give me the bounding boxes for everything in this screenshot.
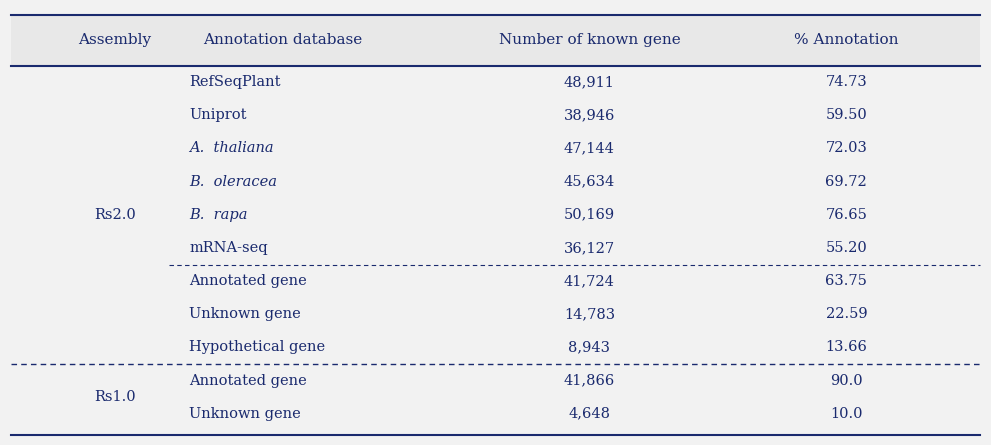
Text: 13.66: 13.66 bbox=[826, 340, 867, 354]
Text: 72.03: 72.03 bbox=[826, 142, 867, 155]
Text: 55.20: 55.20 bbox=[826, 241, 867, 255]
Text: 90.0: 90.0 bbox=[830, 374, 862, 388]
Text: Uniprot: Uniprot bbox=[189, 108, 247, 122]
Text: 41,866: 41,866 bbox=[564, 374, 615, 388]
Text: Annotated gene: Annotated gene bbox=[189, 274, 307, 288]
Text: 69.72: 69.72 bbox=[826, 174, 867, 189]
Text: 22.59: 22.59 bbox=[826, 307, 867, 321]
Text: RefSeqPlant: RefSeqPlant bbox=[189, 75, 280, 89]
Text: Unknown gene: Unknown gene bbox=[189, 407, 301, 421]
Text: 14,783: 14,783 bbox=[564, 307, 615, 321]
Text: Unknown gene: Unknown gene bbox=[189, 307, 301, 321]
Text: Number of known gene: Number of known gene bbox=[498, 33, 680, 47]
Text: 45,634: 45,634 bbox=[564, 174, 615, 189]
Text: Assembly: Assembly bbox=[78, 33, 152, 47]
Text: 4,648: 4,648 bbox=[569, 407, 610, 421]
Text: 8,943: 8,943 bbox=[569, 340, 610, 354]
Text: Rs2.0: Rs2.0 bbox=[94, 208, 136, 222]
Text: 50,169: 50,169 bbox=[564, 208, 615, 222]
Bar bbox=[11, 15, 980, 65]
Text: 63.75: 63.75 bbox=[826, 274, 867, 288]
Text: Rs1.0: Rs1.0 bbox=[94, 390, 136, 404]
Text: 76.65: 76.65 bbox=[826, 208, 867, 222]
Text: 48,911: 48,911 bbox=[564, 75, 614, 89]
Text: 41,724: 41,724 bbox=[564, 274, 614, 288]
Text: 74.73: 74.73 bbox=[826, 75, 867, 89]
Text: B.  rapa: B. rapa bbox=[189, 208, 248, 222]
Text: mRNA-seq: mRNA-seq bbox=[189, 241, 268, 255]
Text: 59.50: 59.50 bbox=[826, 108, 867, 122]
Text: % Annotation: % Annotation bbox=[794, 33, 899, 47]
Text: 36,127: 36,127 bbox=[564, 241, 615, 255]
Text: 10.0: 10.0 bbox=[830, 407, 862, 421]
Text: 38,946: 38,946 bbox=[564, 108, 615, 122]
Text: B.  oleracea: B. oleracea bbox=[189, 174, 277, 189]
Text: A.  thaliana: A. thaliana bbox=[189, 142, 274, 155]
Text: Annotated gene: Annotated gene bbox=[189, 374, 307, 388]
Text: 47,144: 47,144 bbox=[564, 142, 614, 155]
Text: Hypothetical gene: Hypothetical gene bbox=[189, 340, 325, 354]
Text: Annotation database: Annotation database bbox=[203, 33, 363, 47]
